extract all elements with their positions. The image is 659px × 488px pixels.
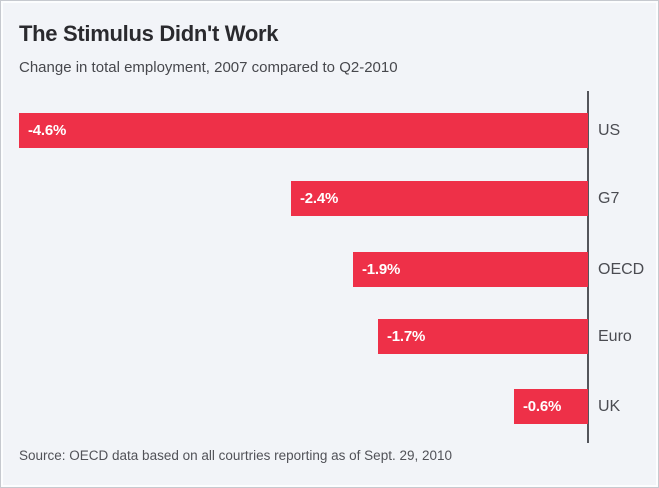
bar-g7: -2.4% xyxy=(291,181,588,216)
bar-value-label-euro: -1.7% xyxy=(387,328,426,345)
category-label-oecd: OECD xyxy=(598,261,645,278)
chart-subtitle: Change in total employment, 2007 compare… xyxy=(19,59,398,76)
bar-us: -4.6% xyxy=(19,113,588,148)
bar-value-label-us: -4.6% xyxy=(28,122,67,139)
source-note: Source: OECD data based on all courtries… xyxy=(19,448,453,463)
bar-value-label-oecd: -1.9% xyxy=(362,261,401,278)
bar-value-label-uk: -0.6% xyxy=(523,398,562,415)
category-label-g7: G7 xyxy=(598,190,620,207)
category-label-euro: Euro xyxy=(598,328,632,345)
bar-uk: -0.6% xyxy=(514,389,588,424)
bar-value-label-g7: -2.4% xyxy=(300,190,339,207)
category-label-uk: UK xyxy=(598,398,621,415)
baseline-axis xyxy=(587,91,589,443)
bar-oecd: -1.9% xyxy=(353,252,588,287)
bar-euro: -1.7% xyxy=(378,319,588,354)
category-label-us: US xyxy=(598,122,621,139)
chart-title: The Stimulus Didn't Work xyxy=(19,21,279,46)
